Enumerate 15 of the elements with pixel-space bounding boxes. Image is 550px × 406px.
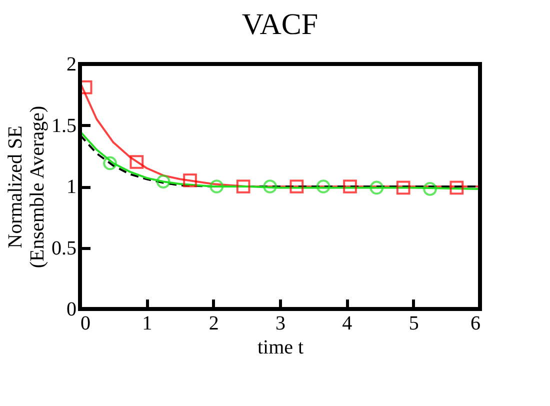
x-tick-label: 6	[470, 312, 480, 334]
y-tick-label: 2	[66, 54, 76, 76]
x-tick-label: 1	[142, 312, 152, 334]
x-tick-label: 4	[342, 312, 352, 334]
y-axis-title: Normalized SE (Ensemble Average)	[4, 106, 48, 268]
chart-title: VACF	[242, 8, 318, 41]
x-axis-title: time t	[257, 336, 304, 358]
x-tick-label: 5	[408, 312, 419, 334]
y-tick-label: 0.5	[52, 237, 76, 260]
x-tick-label: 0	[80, 312, 90, 334]
x-tick-label: 3	[276, 312, 286, 334]
x-tick-label: 2	[208, 312, 219, 334]
y-tick-label: 1	[66, 176, 76, 198]
y-tick-label: 1.5	[52, 114, 76, 137]
y-tick-label: 0	[66, 298, 76, 320]
